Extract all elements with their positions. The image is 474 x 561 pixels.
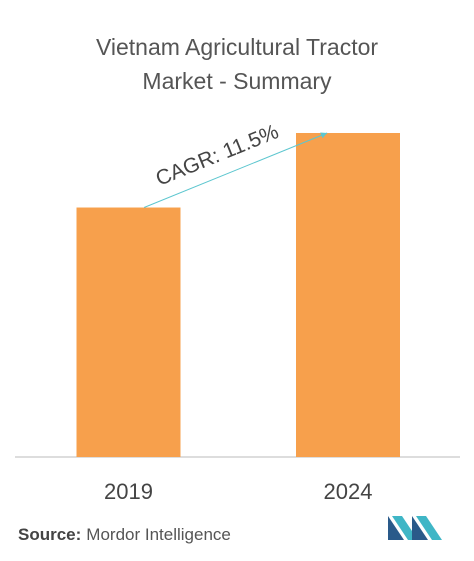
cagr-line (143, 132, 328, 208)
source: Source: Mordor Intelligence (18, 525, 231, 544)
chart-title: Vietnam Agricultural Tractor Market - Su… (95, 34, 379, 94)
annotation: CAGR: 11.5% (153, 120, 282, 190)
cagr-arrow (320, 132, 328, 139)
source-name: Mordor Intelligence (86, 525, 231, 544)
x-tick-label: 2024 (324, 479, 373, 504)
x-tick-label: 2019 (104, 479, 153, 504)
logo (388, 516, 442, 540)
bar (296, 133, 400, 457)
bar (76, 207, 181, 457)
source-label: Source: (18, 525, 81, 544)
